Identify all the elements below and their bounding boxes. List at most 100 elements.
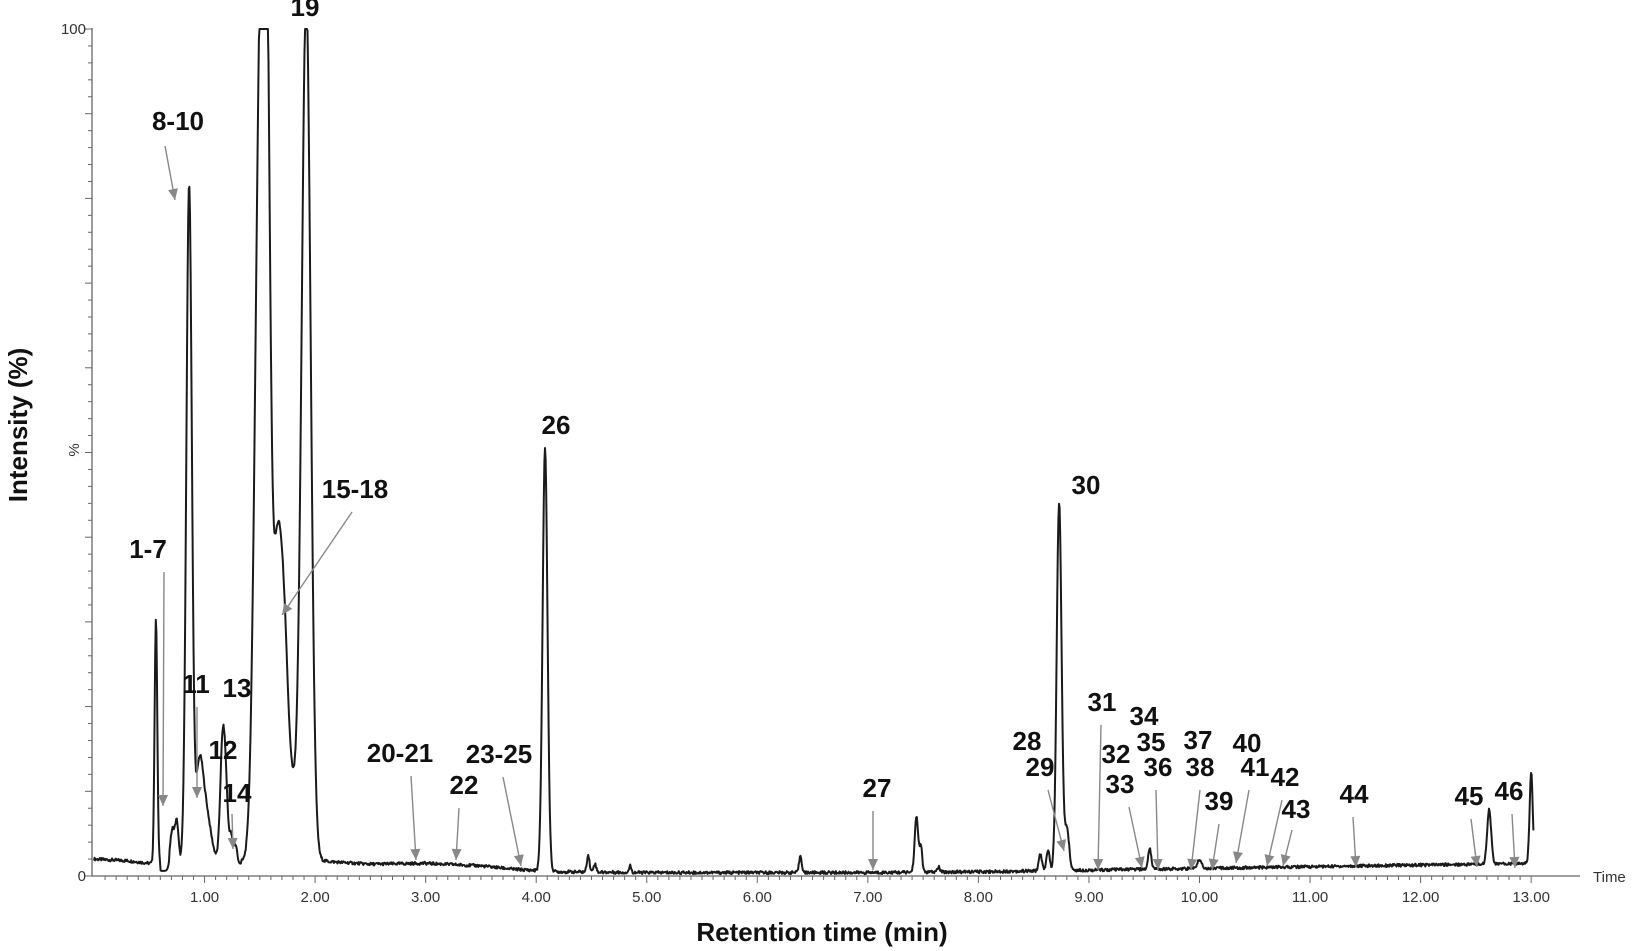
pointer-arrow-head: [1280, 854, 1291, 866]
x-tick-label: 5.00: [632, 889, 661, 906]
peak-label-text: 23-25: [466, 739, 533, 769]
peak-label-text: 41: [1241, 752, 1270, 782]
peak-label-text: 29: [1026, 752, 1055, 782]
peak-label-32: 32: [1102, 739, 1131, 769]
y-axis-percent-tag: %: [66, 443, 83, 456]
pointer-arrow-head: [168, 188, 178, 200]
pointer-arrow-head: [451, 848, 462, 860]
y-axis-title: Intensity (%): [3, 348, 33, 503]
peak-label-text: 20-21: [367, 738, 434, 768]
peak-label-text: 12: [209, 735, 238, 765]
peak-label-13: 13: [223, 673, 252, 703]
x-axis-title: Retention time (min): [696, 917, 947, 947]
x-tick-label: 6.00: [743, 889, 772, 906]
y-tick-label: 100: [61, 21, 86, 38]
peak-label-42: 42: [1264, 762, 1300, 867]
pointer-arrow-line: [410, 775, 417, 861]
peak-label-text: 31: [1088, 687, 1117, 717]
pointer-arrow-head: [1093, 858, 1104, 870]
peak-label-29: 29: [1026, 752, 1067, 852]
peak-label-text: 38: [1186, 752, 1215, 782]
x-tick-label: 13.00: [1512, 889, 1550, 906]
peak-label-text: 42: [1271, 762, 1300, 792]
peak-label-text: 28: [1013, 726, 1042, 756]
peak-label-34: 34: [1130, 701, 1159, 731]
peak-label-46: 46: [1495, 776, 1524, 869]
peak-label-text: 8-10: [152, 106, 204, 136]
peak-label-text: 22: [450, 770, 479, 800]
peak-label-39: 39: [1205, 786, 1233, 871]
peak-label-45: 45: [1455, 781, 1483, 868]
peak-label-27: 27: [863, 773, 891, 870]
pointer-arrow-head: [1134, 856, 1145, 868]
x-ticks: 1.00 2.00 3.00 4.00 5.00 6.00 7.00 8.00 9.00 10.0…: [104, 876, 1550, 906]
peak-label-text: 33: [1106, 769, 1135, 799]
peak-label-20-21: 20-21: [367, 738, 434, 861]
pointer-arrow-head: [192, 787, 202, 798]
peak-label-text: 13: [223, 673, 252, 703]
peak-label-31: 31: [1088, 687, 1117, 871]
pointer-arrow-head: [1264, 854, 1275, 866]
peak-label-text: 30: [1072, 470, 1101, 500]
pointer-arrow-head: [1187, 858, 1198, 870]
peak-label-43: 43: [1280, 794, 1311, 867]
pointer-arrow-head: [282, 603, 293, 615]
peak-label-19: 19: [291, 0, 320, 22]
pointer-arrow-head: [868, 859, 878, 870]
peak-label-44: 44: [1340, 779, 1369, 868]
y-tick-label: 0: [78, 868, 86, 885]
peak-label-text: 34: [1130, 701, 1159, 731]
peak-label-15-18: 15-18: [281, 474, 389, 616]
chromatogram-trace: [93, 28, 1535, 876]
peak-label-text: 11: [182, 669, 210, 699]
peak-label-text: 40: [1233, 728, 1262, 758]
y-ticks: 0 100: [61, 21, 92, 885]
pointer-arrow-head: [1208, 858, 1219, 870]
pointer-arrow-line: [1266, 799, 1283, 867]
peak-label-text: 14: [223, 778, 252, 808]
pointer-arrow-head: [158, 794, 169, 806]
peak-label-14: 14: [223, 778, 252, 850]
x-tick-label: 12.00: [1402, 889, 1440, 906]
peak-label-36: 36: [1144, 752, 1172, 871]
peak-label-text: 32: [1102, 739, 1131, 769]
pointer-arrow-line: [281, 511, 353, 616]
x-tick-label: 10.00: [1181, 889, 1219, 906]
peak-label-40: 40: [1233, 728, 1262, 758]
peak-label-37: 37: [1184, 725, 1213, 755]
peak-label-8-10: 8-10: [152, 106, 204, 201]
pointer-arrow-head: [1233, 851, 1243, 863]
peak-label-text: 43: [1282, 794, 1311, 824]
peak-label-35: 35: [1137, 727, 1166, 757]
x-tick-label: 9.00: [1074, 889, 1103, 906]
peak-label-text: 19: [291, 0, 320, 22]
pointer-arrow-line: [502, 776, 522, 867]
peak-label-text: 46: [1495, 776, 1524, 806]
peak-label-1-7: 1-7: [129, 534, 169, 807]
peak-label-text: 35: [1137, 727, 1166, 757]
x-tick-label: 8.00: [964, 889, 993, 906]
pointer-arrow-head: [1350, 855, 1361, 867]
x-tick-label: 4.00: [522, 889, 551, 906]
pointer-arrow-head: [410, 848, 421, 860]
pointer-arrow-head: [1056, 839, 1067, 851]
peak-label-28: 28: [1013, 726, 1042, 756]
pointer-arrow-line: [1190, 789, 1201, 871]
peak-label-26: 26: [542, 410, 571, 440]
peak-label-text: 37: [1184, 725, 1213, 755]
peak-label-11: 11: [182, 669, 210, 798]
x-tick-label: 1.00: [190, 889, 219, 906]
x-tick-label: 7.00: [853, 889, 882, 906]
pointer-arrow-line: [1235, 789, 1250, 864]
peak-label-38: 38: [1186, 752, 1215, 871]
x-axis-time-tag: Time: [1593, 869, 1626, 886]
x-tick-label: 11.00: [1292, 889, 1328, 906]
peak-label-33: 33: [1106, 769, 1145, 869]
pointer-arrow-head: [513, 854, 524, 866]
pointer-arrow-head: [1152, 858, 1163, 870]
peak-label-41: 41: [1233, 752, 1270, 864]
peak-label-text: 15-18: [322, 474, 389, 504]
peak-label-text: 44: [1340, 779, 1369, 809]
